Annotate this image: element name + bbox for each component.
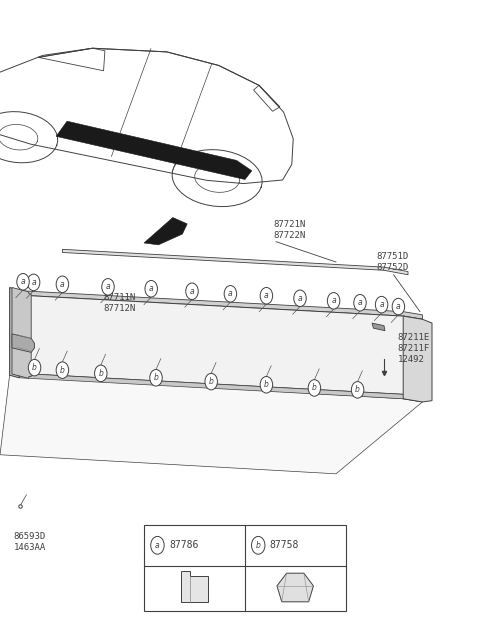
Text: b: b — [256, 541, 261, 550]
Circle shape — [294, 290, 306, 307]
Text: 87786: 87786 — [169, 541, 198, 550]
Text: b: b — [154, 373, 158, 382]
Text: 87711N
87712N: 87711N 87712N — [103, 293, 135, 313]
Circle shape — [354, 294, 366, 311]
Text: a: a — [379, 300, 384, 309]
Circle shape — [27, 274, 40, 291]
Circle shape — [260, 287, 273, 304]
Circle shape — [151, 536, 164, 554]
Circle shape — [95, 365, 107, 382]
Text: 86593D
1463AA: 86593D 1463AA — [13, 532, 46, 552]
Text: a: a — [331, 296, 336, 305]
Polygon shape — [12, 287, 31, 378]
Polygon shape — [403, 316, 432, 402]
Polygon shape — [62, 249, 408, 275]
Circle shape — [327, 293, 340, 309]
Circle shape — [186, 283, 198, 300]
Text: 87721N
87722N: 87721N 87722N — [274, 220, 306, 240]
Polygon shape — [19, 295, 422, 398]
Text: b: b — [264, 380, 269, 389]
Text: b: b — [32, 363, 37, 372]
Circle shape — [392, 298, 405, 315]
Circle shape — [145, 280, 157, 297]
Circle shape — [308, 380, 321, 396]
Text: a: a — [155, 541, 160, 550]
Polygon shape — [19, 291, 422, 319]
Text: a: a — [396, 302, 401, 311]
Text: b: b — [355, 385, 360, 394]
Text: a: a — [298, 294, 302, 303]
Text: a: a — [106, 282, 110, 291]
Polygon shape — [181, 571, 208, 602]
Text: a: a — [358, 298, 362, 307]
Polygon shape — [144, 218, 187, 245]
Text: 87758: 87758 — [270, 541, 299, 550]
Circle shape — [252, 536, 265, 554]
Text: 87751D
87752D: 87751D 87752D — [377, 252, 409, 272]
Circle shape — [56, 276, 69, 293]
Polygon shape — [12, 334, 35, 352]
Circle shape — [205, 373, 217, 390]
Text: a: a — [31, 278, 36, 287]
Circle shape — [17, 273, 29, 290]
Text: b: b — [209, 377, 214, 386]
Polygon shape — [56, 121, 252, 179]
Text: a: a — [21, 277, 25, 286]
Circle shape — [351, 382, 364, 398]
Text: a: a — [60, 280, 65, 289]
Text: 87211E
87211F
12492: 87211E 87211F 12492 — [397, 333, 430, 364]
Circle shape — [56, 362, 69, 378]
Circle shape — [224, 286, 237, 302]
Text: a: a — [149, 284, 154, 293]
Circle shape — [28, 359, 41, 376]
Circle shape — [150, 370, 162, 386]
Polygon shape — [19, 373, 422, 402]
Circle shape — [102, 279, 114, 295]
Text: a: a — [228, 289, 233, 298]
Text: a: a — [264, 291, 269, 300]
Polygon shape — [10, 287, 19, 378]
Text: a: a — [190, 287, 194, 296]
Text: b: b — [312, 384, 317, 392]
Text: b: b — [98, 369, 103, 378]
Polygon shape — [0, 375, 422, 474]
Polygon shape — [277, 573, 313, 602]
Circle shape — [375, 296, 388, 313]
Text: b: b — [60, 366, 65, 375]
Circle shape — [260, 377, 273, 393]
Polygon shape — [372, 323, 385, 331]
